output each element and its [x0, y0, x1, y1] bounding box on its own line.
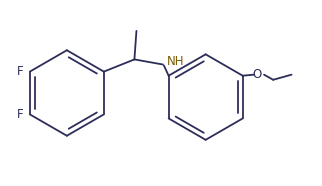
- Text: NH: NH: [167, 55, 185, 68]
- Text: F: F: [17, 108, 24, 121]
- Text: F: F: [17, 65, 24, 78]
- Text: O: O: [252, 68, 261, 81]
